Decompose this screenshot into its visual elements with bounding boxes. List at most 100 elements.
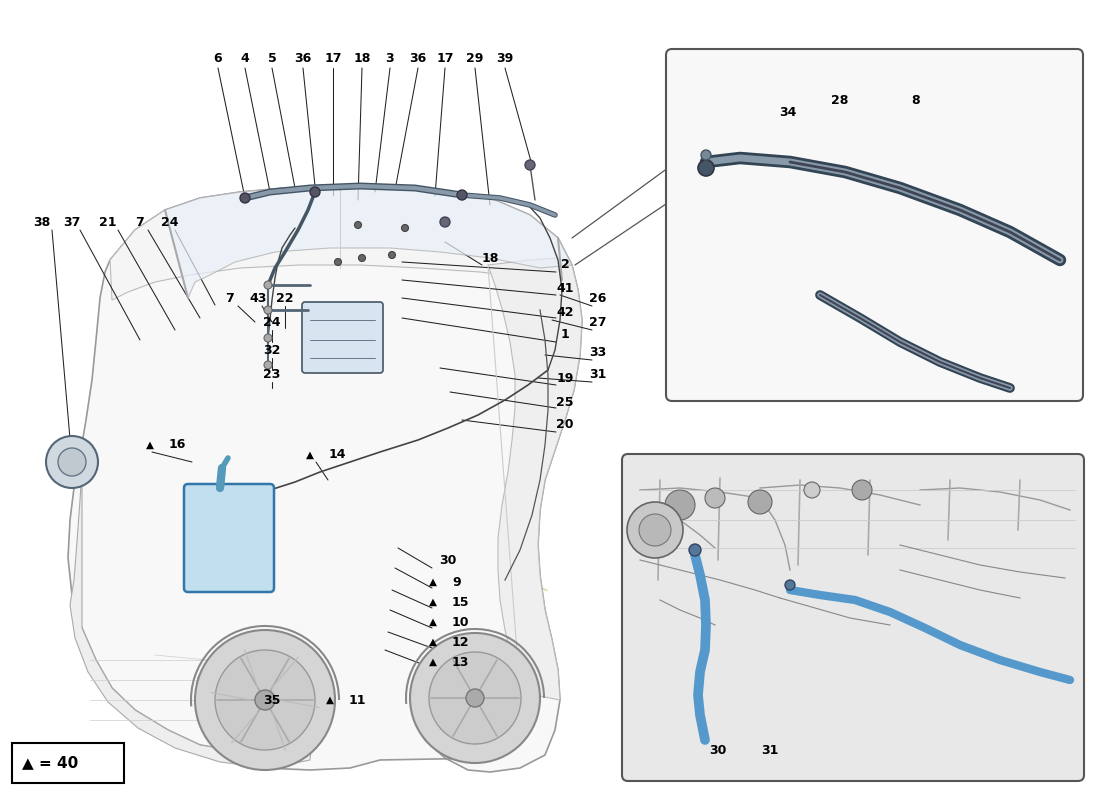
Text: 33: 33 bbox=[590, 346, 606, 358]
Text: 18: 18 bbox=[353, 51, 371, 65]
Polygon shape bbox=[110, 186, 572, 300]
Text: 17: 17 bbox=[324, 51, 342, 65]
Circle shape bbox=[240, 193, 250, 203]
Circle shape bbox=[705, 488, 725, 508]
Text: 31: 31 bbox=[761, 743, 779, 757]
Text: 41: 41 bbox=[557, 282, 574, 294]
Circle shape bbox=[466, 689, 484, 707]
Circle shape bbox=[627, 502, 683, 558]
Circle shape bbox=[214, 650, 315, 750]
FancyBboxPatch shape bbox=[666, 49, 1084, 401]
Text: ▲: ▲ bbox=[146, 440, 154, 450]
Circle shape bbox=[264, 281, 272, 289]
Text: 43: 43 bbox=[250, 291, 266, 305]
Text: 24: 24 bbox=[263, 315, 280, 329]
Circle shape bbox=[354, 222, 362, 229]
Polygon shape bbox=[68, 186, 582, 772]
Text: 26: 26 bbox=[590, 291, 607, 305]
Circle shape bbox=[58, 448, 86, 476]
Circle shape bbox=[852, 480, 872, 500]
Circle shape bbox=[264, 334, 272, 342]
Text: 38: 38 bbox=[33, 215, 51, 229]
Text: 34: 34 bbox=[779, 106, 796, 118]
Text: 30: 30 bbox=[710, 743, 727, 757]
Circle shape bbox=[310, 187, 320, 197]
Circle shape bbox=[410, 633, 540, 763]
Circle shape bbox=[46, 436, 98, 488]
Text: 23: 23 bbox=[263, 369, 280, 382]
Text: 30: 30 bbox=[439, 554, 456, 566]
FancyBboxPatch shape bbox=[184, 484, 274, 592]
Circle shape bbox=[639, 514, 671, 546]
Polygon shape bbox=[165, 186, 572, 298]
Circle shape bbox=[334, 258, 341, 266]
Text: 19: 19 bbox=[557, 371, 574, 385]
Text: 39: 39 bbox=[496, 51, 514, 65]
Polygon shape bbox=[70, 470, 315, 768]
Circle shape bbox=[359, 254, 365, 262]
Text: 42: 42 bbox=[557, 306, 574, 318]
FancyBboxPatch shape bbox=[302, 302, 383, 373]
Circle shape bbox=[402, 225, 408, 231]
Text: 29: 29 bbox=[466, 51, 484, 65]
Circle shape bbox=[632, 512, 668, 548]
FancyBboxPatch shape bbox=[12, 743, 124, 783]
Text: 25: 25 bbox=[557, 395, 574, 409]
Circle shape bbox=[666, 490, 695, 520]
Text: 24: 24 bbox=[162, 215, 178, 229]
Text: 17: 17 bbox=[437, 51, 453, 65]
Text: 12: 12 bbox=[452, 635, 470, 649]
Circle shape bbox=[429, 652, 521, 744]
Text: 1: 1 bbox=[561, 329, 570, 342]
Text: 10: 10 bbox=[452, 615, 470, 629]
Polygon shape bbox=[488, 258, 582, 700]
Text: ▲ = 40: ▲ = 40 bbox=[22, 755, 78, 770]
Circle shape bbox=[255, 690, 275, 710]
Circle shape bbox=[456, 190, 468, 200]
Text: 6: 6 bbox=[213, 51, 222, 65]
Circle shape bbox=[689, 544, 701, 556]
Circle shape bbox=[701, 150, 711, 160]
Circle shape bbox=[748, 490, 772, 514]
Circle shape bbox=[440, 217, 450, 227]
Text: 14: 14 bbox=[329, 449, 346, 462]
Text: ▲: ▲ bbox=[429, 597, 437, 607]
Text: 27: 27 bbox=[590, 315, 607, 329]
Text: ▲: ▲ bbox=[429, 617, 437, 627]
Text: 3: 3 bbox=[386, 51, 394, 65]
Text: ▲: ▲ bbox=[326, 695, 334, 705]
Text: 35: 35 bbox=[263, 694, 280, 706]
Text: 22: 22 bbox=[276, 291, 294, 305]
Text: 32: 32 bbox=[263, 343, 280, 357]
Circle shape bbox=[804, 482, 820, 498]
Text: ▲: ▲ bbox=[429, 577, 437, 587]
Circle shape bbox=[264, 306, 272, 314]
Text: 13: 13 bbox=[452, 655, 470, 669]
FancyBboxPatch shape bbox=[621, 454, 1084, 781]
Text: 18: 18 bbox=[482, 251, 498, 265]
Text: 4: 4 bbox=[241, 51, 250, 65]
Circle shape bbox=[525, 160, 535, 170]
Text: 7: 7 bbox=[135, 215, 144, 229]
Circle shape bbox=[785, 580, 795, 590]
Text: ▲: ▲ bbox=[306, 450, 313, 460]
Circle shape bbox=[388, 251, 396, 258]
Text: 36: 36 bbox=[409, 51, 427, 65]
Text: 37: 37 bbox=[64, 215, 80, 229]
Text: 7: 7 bbox=[226, 291, 234, 305]
Text: 9: 9 bbox=[452, 575, 461, 589]
Text: 28: 28 bbox=[832, 94, 849, 106]
Text: 16: 16 bbox=[169, 438, 186, 451]
Text: 2: 2 bbox=[561, 258, 570, 271]
Text: ▲: ▲ bbox=[429, 657, 437, 667]
Circle shape bbox=[264, 361, 272, 369]
Text: 8: 8 bbox=[912, 94, 921, 106]
Text: 20: 20 bbox=[557, 418, 574, 431]
Text: 5: 5 bbox=[267, 51, 276, 65]
Text: 36: 36 bbox=[295, 51, 311, 65]
Text: 21: 21 bbox=[99, 215, 117, 229]
Text: ▲: ▲ bbox=[429, 637, 437, 647]
Circle shape bbox=[195, 630, 336, 770]
Text: 11: 11 bbox=[349, 694, 366, 706]
Circle shape bbox=[698, 160, 714, 176]
